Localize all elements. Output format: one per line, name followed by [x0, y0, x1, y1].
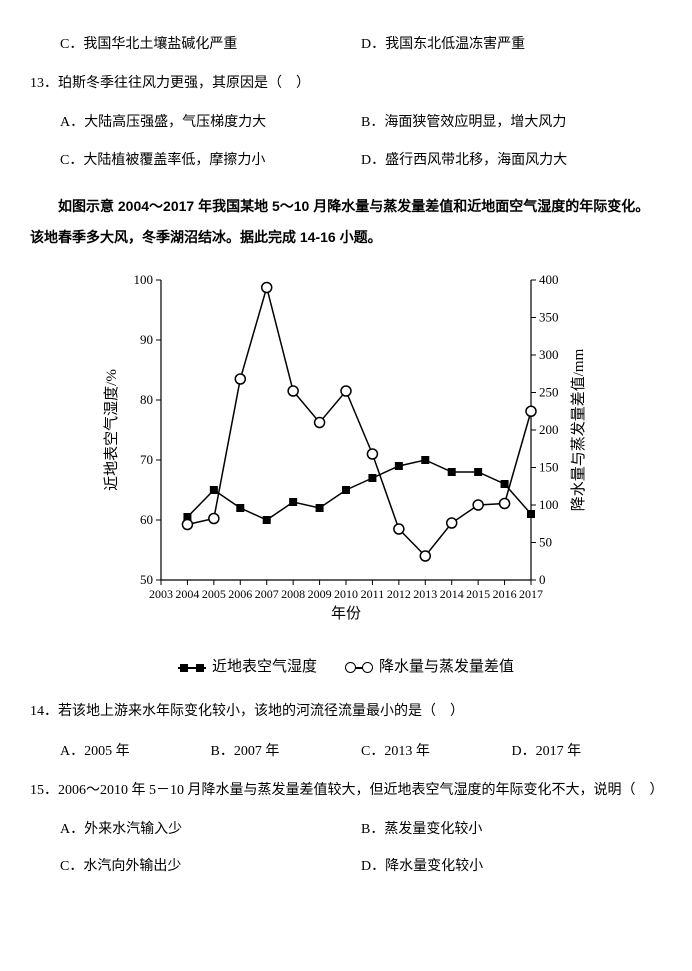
q14-option-d: D．2017 年 [512, 739, 663, 764]
q14-option-a: A．2005 年 [60, 739, 211, 764]
svg-text:2007: 2007 [255, 587, 279, 601]
svg-text:近地表空气湿度/%: 近地表空气湿度/% [103, 370, 120, 492]
q13-options-cd: C．大陆植被覆盖率低，摩擦力小 D．盛行西风带北移，海面风力大 [60, 148, 662, 173]
q15-option-b: B．蒸发量变化较小 [361, 817, 662, 842]
svg-text:100: 100 [134, 272, 154, 287]
q15-options-ab: A．外来水汽输入少 B．蒸发量变化较小 [60, 817, 662, 842]
svg-text:2008: 2008 [281, 587, 305, 601]
q12-option-c: C．我国华北土壤盐碱化严重 [60, 32, 361, 57]
svg-text:2013: 2013 [413, 587, 437, 601]
q14-option-c: C．2013 年 [361, 739, 512, 764]
chart-legend: 近地表空气湿度 降水量与蒸发量差值 [91, 654, 601, 681]
svg-text:80: 80 [140, 392, 153, 407]
q15-options-cd: C．水汽向外输出少 D．降水量变化较小 [60, 854, 662, 879]
q13-option-b: B．海面狭管效应明显，增大风力 [361, 110, 662, 135]
svg-text:2012: 2012 [387, 587, 411, 601]
square-marker-icon [178, 667, 206, 669]
svg-text:300: 300 [539, 347, 559, 362]
svg-text:2010: 2010 [334, 587, 358, 601]
svg-text:250: 250 [539, 385, 559, 400]
svg-text:2011: 2011 [361, 587, 385, 601]
svg-text:2017: 2017 [519, 587, 543, 601]
legend-diff: 降水量与蒸发量差值 [345, 654, 514, 681]
svg-text:2014: 2014 [440, 587, 464, 601]
svg-text:70: 70 [140, 452, 153, 467]
q13-option-a: A．大陆高压强盛，气压梯度力大 [60, 110, 361, 135]
svg-text:200: 200 [539, 422, 559, 437]
svg-text:150: 150 [539, 460, 559, 475]
svg-text:年份: 年份 [331, 605, 361, 622]
q12-option-d: D．我国东北低温冻害严重 [361, 32, 662, 57]
svg-text:2005: 2005 [202, 587, 226, 601]
svg-text:100: 100 [539, 497, 559, 512]
svg-text:50: 50 [539, 535, 552, 550]
svg-text:2006: 2006 [228, 587, 252, 601]
q15-option-a: A．外来水汽输入少 [60, 817, 361, 842]
q14-option-b: B．2007 年 [211, 739, 362, 764]
q13-options-ab: A．大陆高压强盛，气压梯度力大 B．海面狭管效应明显，增大风力 [60, 110, 662, 135]
passage-text: 如图示意 2004～2017 年我国某地 5～10 月降水量与蒸发量差值和近地面… [30, 191, 662, 253]
svg-text:2003: 2003 [149, 587, 173, 601]
circle-marker-icon [345, 667, 373, 669]
svg-text:2016: 2016 [493, 587, 517, 601]
q13-stem: 13．珀斯冬季往往风力更强，其原因是（ ） [30, 71, 662, 96]
q13-option-d: D．盛行西风带北移，海面风力大 [361, 148, 662, 173]
svg-text:降水量与蒸发量差值/mm: 降水量与蒸发量差值/mm [570, 349, 587, 512]
q15-option-c: C．水汽向外输出少 [60, 854, 361, 879]
legend-humidity: 近地表空气湿度 [178, 654, 317, 681]
q13-option-c: C．大陆植被覆盖率低，摩擦力小 [60, 148, 361, 173]
chart-container: 50 60 70 80 90 100 0 50 100 150 200 250 300 350 400 200… [91, 270, 601, 681]
legend-label-2: 降水量与蒸发量差值 [379, 654, 514, 681]
svg-text:400: 400 [539, 272, 559, 287]
q12-options-cd: C．我国华北土壤盐碱化严重 D．我国东北低温冻害严重 [60, 32, 662, 57]
svg-text:0: 0 [539, 572, 546, 587]
dual-axis-chart: 50 60 70 80 90 100 0 50 100 150 200 250 300 350 400 200… [91, 270, 601, 650]
q14-options: A．2005 年 B．2007 年 C．2013 年 D．2017 年 [60, 739, 662, 764]
q15-stem: 15．2006～2010 年 5－10 月降水量与蒸发量差值较大，但近地表空气湿… [30, 778, 662, 803]
svg-text:2009: 2009 [308, 587, 332, 601]
svg-text:350: 350 [539, 310, 559, 325]
legend-label-1: 近地表空气湿度 [212, 654, 317, 681]
svg-text:2015: 2015 [466, 587, 490, 601]
svg-text:50: 50 [140, 572, 153, 587]
q14-stem: 14．若该地上游来水年际变化较小，该地的河流径流量最小的是（ ） [30, 699, 662, 724]
svg-text:90: 90 [140, 332, 153, 347]
q15-option-d: D．降水量变化较小 [361, 854, 662, 879]
svg-text:2004: 2004 [175, 587, 199, 601]
svg-text:60: 60 [140, 512, 153, 527]
